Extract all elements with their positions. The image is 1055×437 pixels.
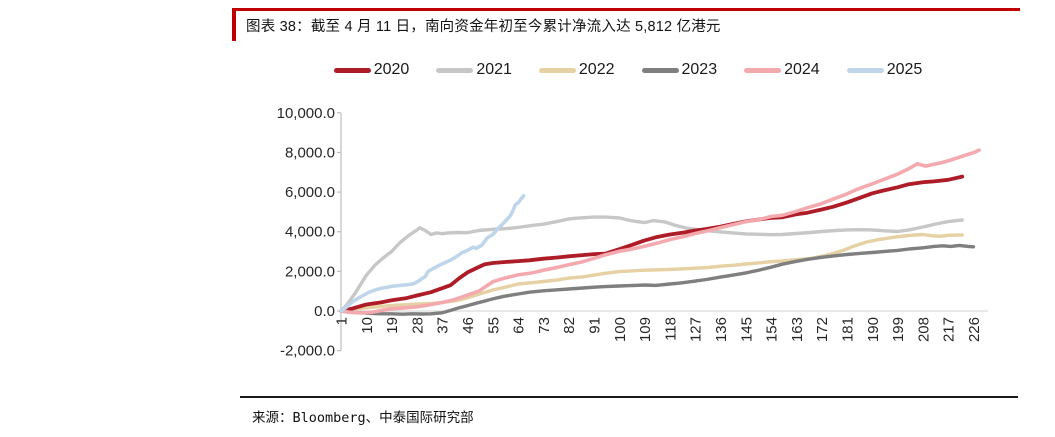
legend-label-2020: 2020 (373, 61, 410, 78)
chart-legend: 2020 2021 2022 2023 2024 2025 (248, 61, 1008, 79)
y-tick-label: 0.0 (314, 303, 335, 320)
y-tick-label: -2,000.0 (280, 343, 335, 360)
x-tick-label: 136 (713, 317, 730, 342)
series-line-2024 (339, 148, 981, 315)
legend-item-2022: 2022 (538, 61, 615, 79)
y-tick-label: 2,000.0 (285, 263, 335, 280)
x-tick-label: 226 (966, 317, 983, 342)
y-tick-label: 6,000.0 (285, 184, 335, 201)
x-tick-label: 73 (536, 317, 553, 334)
series-line-2021 (339, 215, 964, 313)
x-tick-label: 10 (359, 317, 376, 334)
x-tick-label: 172 (814, 317, 831, 342)
figure-title: 图表 38：截至 4 月 11 日，南向资金年初至今累计净流入达 5,812 亿… (246, 19, 721, 35)
series-line-2023 (339, 243, 976, 316)
legend-label-2022: 2022 (578, 61, 615, 78)
x-tick-label: 145 (738, 317, 755, 342)
x-tick-label: 46 (460, 317, 477, 334)
x-tick-label: 181 (840, 317, 857, 342)
x-tick-label: 91 (587, 317, 604, 334)
x-tick-label: 199 (890, 317, 907, 342)
x-tick-label: 55 (485, 317, 502, 334)
title-accent-bar (232, 11, 236, 41)
series-line-2022 (339, 232, 964, 313)
legend-swatch-2021 (436, 67, 474, 73)
y-tick-label: 10,000.0 (277, 105, 335, 122)
legend-label-2023: 2023 (681, 61, 718, 78)
x-tick-label: 109 (637, 317, 654, 342)
x-tick-label: 163 (789, 317, 806, 342)
y-tick-label: 4,000.0 (285, 224, 335, 241)
legend-swatch-2020 (333, 67, 371, 73)
source-note: 来源：Bloomberg、中泰国际研究部 (252, 410, 474, 426)
legend-swatch-2022 (538, 67, 576, 73)
series-line-2020 (339, 174, 965, 313)
legend-label-2024: 2024 (784, 61, 820, 78)
legend-label-2021: 2021 (476, 61, 512, 78)
x-tick-label: 208 (915, 317, 932, 342)
x-tick-label: 217 (941, 317, 958, 342)
legend-item-2020: 2020 (333, 61, 410, 79)
legend-item-2024: 2024 (744, 61, 820, 79)
legend-item-2025: 2025 (846, 61, 923, 79)
legend-swatch-2025 (846, 67, 884, 73)
legend-swatch-2024 (744, 67, 782, 73)
x-tick-label: 82 (561, 317, 578, 334)
x-tick-label: 1 (334, 317, 351, 325)
x-tick-label: 154 (764, 317, 781, 342)
x-tick-label: 100 (612, 317, 629, 342)
x-tick-label: 64 (511, 317, 528, 334)
x-tick-label: 118 (662, 317, 679, 341)
legend-label-2025: 2025 (886, 61, 923, 78)
x-tick-label: 28 (409, 317, 426, 334)
figure-top-border (232, 8, 1020, 11)
line-chart: 10,000.0 8,000.0 6,000.0 4,000.0 2,000.0 0.0 -… (277, 105, 988, 360)
series-line-2025 (339, 194, 526, 313)
y-tick-label: 8,000.0 (285, 144, 335, 161)
legend-swatch-2023 (641, 67, 679, 73)
figure-bottom-border (240, 396, 1018, 398)
legend-item-2023: 2023 (641, 61, 718, 79)
x-tick-label: 19 (384, 317, 401, 334)
x-tick-label: 127 (688, 317, 705, 342)
x-tick-label: 190 (865, 317, 882, 342)
x-tick-label: 37 (435, 317, 452, 334)
legend-item-2021: 2021 (436, 61, 512, 79)
